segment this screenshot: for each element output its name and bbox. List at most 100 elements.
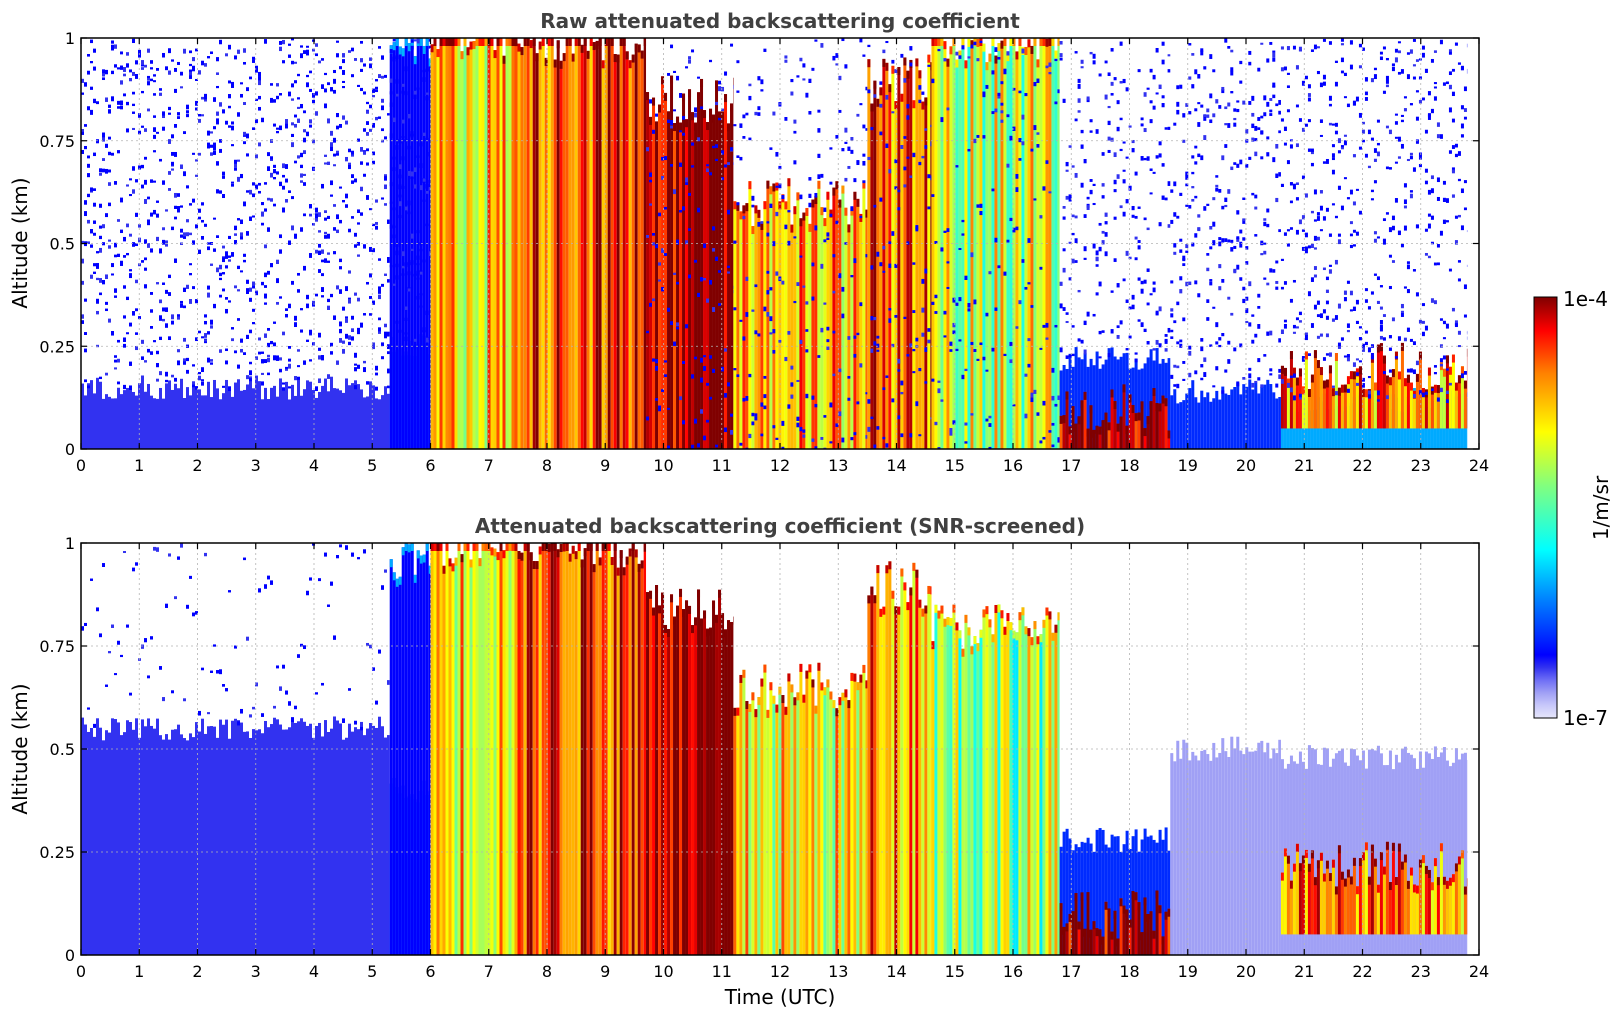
cloud-cell <box>496 552 500 955</box>
noise-speck <box>255 291 258 296</box>
heatmap-column <box>99 168 102 449</box>
noise-speck <box>288 363 291 369</box>
noise-speck <box>333 137 336 143</box>
heatmap-column <box>1042 38 1046 449</box>
heatmap-column <box>930 62 932 449</box>
noise-speck <box>288 54 291 58</box>
heatmap-column <box>1376 119 1380 449</box>
surface-layer-cell <box>372 385 375 449</box>
noise-speck <box>135 308 138 312</box>
noise-speck <box>921 278 925 284</box>
noise-speck <box>105 274 108 280</box>
noise-speck <box>885 143 889 149</box>
heatmap-column <box>592 564 596 955</box>
noise-speck <box>398 201 402 207</box>
noise-speck <box>1388 254 1392 258</box>
cloud-cell <box>1388 377 1392 429</box>
cloud-cell <box>894 101 898 449</box>
noise-speck <box>1307 119 1311 123</box>
noise-speck <box>1388 167 1392 170</box>
noise-speck <box>1352 100 1356 106</box>
heatmap-column <box>472 41 476 449</box>
surface-layer-cell <box>1227 394 1231 449</box>
noise-speck <box>894 159 898 164</box>
heatmap-column <box>1436 122 1440 449</box>
surface-layer-cell <box>243 731 246 955</box>
noise-speck <box>802 285 806 288</box>
noise-speck <box>1086 196 1090 200</box>
surface-layer-cell <box>246 384 249 449</box>
heatmap-column <box>419 555 423 955</box>
noise-speck <box>1191 84 1195 89</box>
noise-speck <box>384 335 387 339</box>
heatmap-column <box>448 558 452 955</box>
noise-speck <box>401 185 405 189</box>
noise-speck <box>793 300 797 304</box>
noise-speck <box>84 145 87 150</box>
noise-speck <box>751 204 755 208</box>
noise-speck <box>1337 303 1341 309</box>
noise-speck <box>718 303 722 306</box>
surface-layer-cell <box>144 726 147 955</box>
cloud-edge-cell <box>481 38 485 46</box>
cloud-cell <box>622 567 626 955</box>
cloud-cell <box>973 38 977 449</box>
noise-speck <box>1346 323 1350 328</box>
heatmap-column <box>360 721 363 955</box>
noise-speck <box>952 297 956 303</box>
heatmap-column <box>1059 40 1063 449</box>
noise-speck <box>195 386 198 390</box>
heatmap-column <box>102 69 105 449</box>
noise-speck <box>1068 145 1072 148</box>
cloud-edge-cell <box>1358 366 1362 375</box>
surface-layer-cell <box>111 718 114 955</box>
noise-speck <box>867 156 871 161</box>
noise-speck <box>844 127 848 133</box>
noise-speck <box>162 307 165 312</box>
noise-speck <box>243 557 246 561</box>
heatmap-column <box>1170 189 1174 449</box>
noise-speck <box>769 316 773 322</box>
surface-layer-cell <box>1170 395 1174 449</box>
noise-speck <box>177 112 180 116</box>
heatmap-column <box>667 629 671 955</box>
surface-layer-cell <box>279 378 282 449</box>
cloud-cell <box>553 59 557 449</box>
noise-speck <box>873 94 877 98</box>
noise-speck <box>841 437 845 443</box>
noise-speck <box>312 223 315 226</box>
noise-speck <box>1427 114 1431 117</box>
noise-speck <box>395 320 399 324</box>
noise-speck <box>745 276 749 281</box>
noise-speck <box>700 377 704 383</box>
noise-speck <box>339 66 342 70</box>
cloud-edge-cell <box>646 592 650 601</box>
heatmap-column <box>213 644 216 955</box>
noise-speck <box>1074 172 1078 178</box>
noise-speck <box>96 277 99 281</box>
noise-speck <box>1278 172 1281 177</box>
noise-speck <box>876 349 880 352</box>
heatmap-column <box>219 669 222 955</box>
cloud-edge-cell <box>493 50 497 59</box>
cloud-edge-cell <box>640 560 644 569</box>
noise-speck <box>1364 288 1368 292</box>
cloud-cell <box>1364 389 1368 429</box>
noise-speck <box>315 293 318 297</box>
surface-layer-cell <box>255 375 258 449</box>
noise-speck <box>273 123 276 127</box>
noise-speck <box>721 177 725 181</box>
x-tick-label: 12 <box>770 456 790 475</box>
noise-speck <box>955 165 959 168</box>
noise-speck <box>1057 437 1060 440</box>
cloud-edge-cell <box>580 44 584 53</box>
noise-speck <box>927 64 931 67</box>
cloud-cell <box>994 55 998 449</box>
noise-speck <box>177 206 180 211</box>
noise-speck <box>1298 219 1302 225</box>
cloud-cell <box>1039 38 1043 449</box>
noise-speck <box>1424 68 1428 73</box>
noise-speck <box>1391 260 1395 263</box>
surface-layer-cell <box>273 385 276 449</box>
noise-speck <box>300 45 303 48</box>
